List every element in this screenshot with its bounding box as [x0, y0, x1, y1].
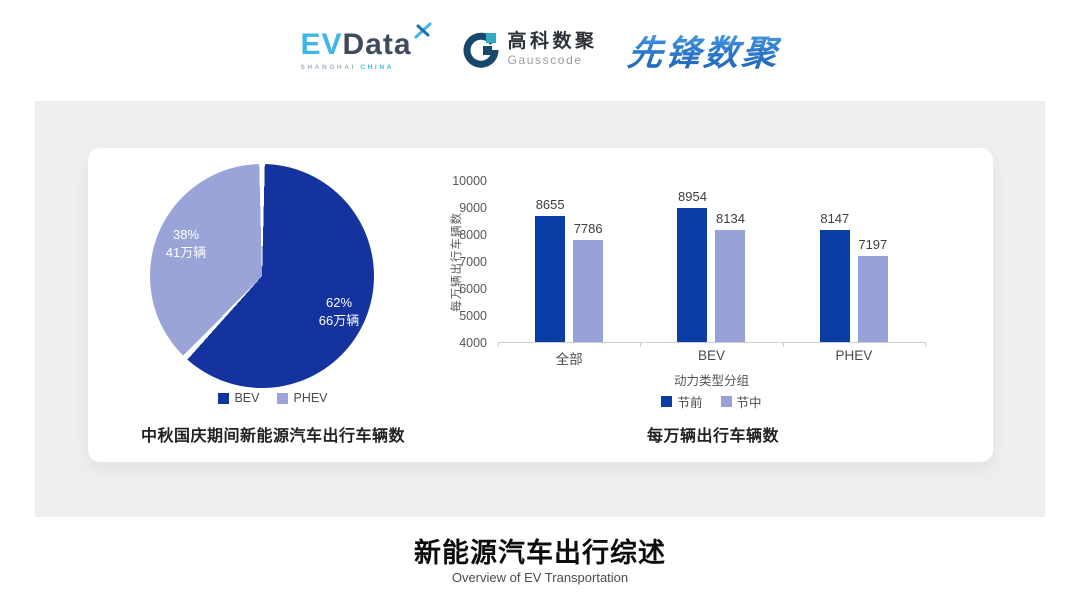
bar-chart-section: 每万辆出行车辆数 4000 5000 6000 7000 8000 9000 10000 8…: [433, 148, 993, 462]
y-tick-label: 7000: [459, 255, 487, 269]
gausscode-g-icon: [463, 32, 499, 68]
bar-legend-pre-label: 节前: [677, 396, 703, 410]
bar-legend-item-mid: 节中: [720, 392, 762, 411]
y-tick-label: 8000: [459, 228, 487, 242]
bar-x-axis-title: 动力类型分组: [673, 374, 749, 388]
y-tick-label: 9000: [459, 201, 487, 215]
pie-slice-label-bev: 62% 66万辆: [298, 294, 380, 330]
y-tick-label: 10000: [452, 174, 487, 188]
bar-chart-title: 每万辆出行车辆数: [646, 428, 779, 445]
pie-slice-label-phev: 38% 41万辆: [146, 226, 226, 262]
bev-swatch-icon: [218, 392, 230, 404]
pie-legend-bev-label: BEV: [234, 391, 260, 405]
bev-value: 66万辆: [318, 313, 360, 329]
category-row: 全部 BEV PHEV: [498, 348, 925, 368]
bar-value-label: 8134: [716, 211, 745, 227]
y-tick-label: 4000: [459, 336, 487, 350]
xianfeng-shuju-logo: 先锋数聚: [625, 25, 782, 76]
page-title: 新能源汽车出行综述: [414, 538, 666, 568]
bar-节中-全部: 7786: [573, 221, 604, 342]
y-tick-label: 5000: [459, 309, 487, 323]
bar-节前-PHEV: 8147: [819, 211, 850, 342]
bar-value-label: 7786: [573, 220, 603, 236]
evdata-sub-left: SHANGHAI: [300, 63, 356, 71]
page-subtitle: Overview of EV Transportation: [451, 570, 629, 585]
gausscode-en-text: Gausscode: [507, 53, 583, 68]
pie-legend-item-phev: PHEV: [277, 391, 328, 405]
pie-legend: BEV PHEV: [88, 391, 458, 405]
bar-value-label: 8954: [678, 189, 707, 205]
category-label-PHEV: PHEV: [835, 348, 873, 363]
bar-value-label: 8655: [535, 197, 565, 213]
phev-swatch-icon: [277, 392, 289, 404]
pre-holiday-swatch-icon: [661, 396, 673, 407]
header-logos: EV Data SHANGHAI CHINA 高科数聚 Gausscode: [0, 18, 1080, 82]
x-axis-tick: [640, 342, 642, 347]
pie-legend-item-bev: BEV: [218, 391, 259, 405]
x-axis-tick: [925, 342, 926, 347]
gausscode-cn-text: 高科数聚: [507, 31, 598, 53]
phev-value: 41万辆: [165, 245, 207, 261]
bar-节前-BEV: 8954: [677, 189, 708, 342]
mid-holiday-swatch-icon: [720, 396, 732, 407]
bar-group-PHEV: 8147 7197: [783, 181, 925, 342]
evdata-logo-subtext: SHANGHAI CHINA: [300, 64, 431, 71]
bar-节中-PHEV: 7197: [857, 237, 888, 342]
bar-节前-全部: 8655: [535, 197, 566, 342]
evdata-x-icon: [414, 22, 432, 38]
y-axis-ticks: 4000 5000 6000 7000 8000 9000 10000: [433, 174, 491, 350]
evdata-logo: EV Data SHANGHAI CHINA: [300, 22, 432, 71]
bar-legend-mid-label: 节中: [736, 396, 762, 410]
y-tick-label: 6000: [459, 282, 487, 296]
charts-card: 38% 41万辆 62% 66万辆 BEV PHEV 中秋国庆期间新能源汽车: [88, 148, 993, 462]
bar-group-全部: 8655 7786: [498, 181, 640, 342]
x-axis-tick: [498, 342, 499, 347]
gausscode-logo: 高科数聚 Gausscode: [462, 31, 598, 69]
bar-group-BEV: 8954 8134: [640, 181, 782, 342]
bar-legend-item-pre: 节前: [661, 392, 703, 411]
bar-legend: 节前 节中: [498, 392, 925, 411]
evdata-logo-ev-text: EV: [300, 27, 343, 61]
pie-chart-title: 中秋国庆期间新能源汽车出行车辆数: [140, 428, 405, 445]
category-label-全部: 全部: [555, 352, 583, 367]
x-axis-tick: [782, 342, 784, 347]
pie-legend-phev-label: PHEV: [293, 391, 328, 405]
pie-chart: 38% 41万辆 62% 66万辆: [150, 164, 374, 388]
evdata-logo-data-text: Data: [342, 27, 412, 61]
bar-plot: 8655 7786 8954 8134 8147 7197: [498, 181, 926, 347]
category-label-BEV: BEV: [697, 348, 725, 363]
phev-percent: 38%: [172, 227, 200, 242]
bev-percent: 62%: [325, 295, 353, 310]
pie-chart-section: 38% 41万辆 62% 66万辆 BEV PHEV 中秋国庆期间新能源汽车: [88, 148, 458, 462]
bar-节中-BEV: 8134: [715, 211, 746, 342]
bar-value-label: 8147: [820, 211, 850, 227]
evdata-sub-right: CHINA: [360, 63, 394, 71]
bar-value-label: 7197: [858, 236, 888, 252]
